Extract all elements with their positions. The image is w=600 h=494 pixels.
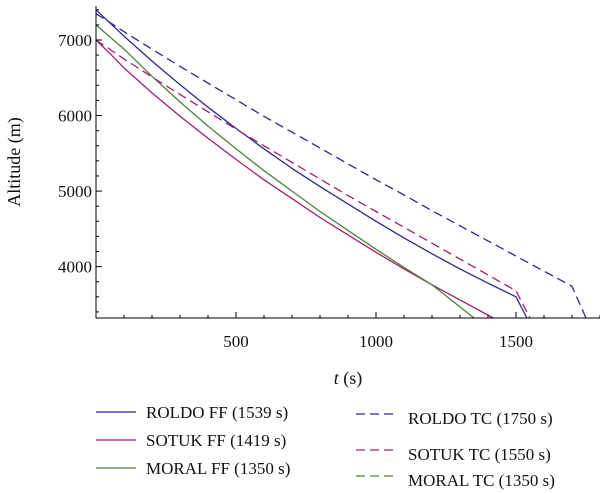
y-axis-label: Altitude (m) bbox=[4, 117, 25, 206]
legend-label: MORAL FF (1350 s) bbox=[146, 459, 290, 478]
y-ticks: 4000 5000 6000 7000 bbox=[58, 9, 102, 313]
series-line-1 bbox=[95, 39, 494, 319]
legend: ROLDO FF (1539 s) SOTUK FF (1419 s) MORAL … bbox=[96, 403, 555, 490]
legend-label: SOTUK TC (1550 s) bbox=[408, 445, 551, 464]
x-ticks: 500 1000 1500 bbox=[123, 312, 600, 351]
series-line-0 bbox=[95, 9, 528, 319]
legend-label: ROLDO FF (1539 s) bbox=[146, 403, 288, 422]
legend-label: SOTUK FF (1419 s) bbox=[146, 431, 286, 450]
x-tick-label: 1000 bbox=[359, 332, 393, 351]
series-line-2 bbox=[95, 24, 475, 319]
legend-label: ROLDO TC (1750 s) bbox=[408, 409, 553, 428]
legend-label: MORAL TC (1350 s) bbox=[408, 471, 555, 490]
y-tick-label: 4000 bbox=[58, 258, 92, 277]
series-line-3 bbox=[95, 13, 587, 319]
y-tick-label: 5000 bbox=[58, 182, 92, 201]
y-tick-label: 7000 bbox=[58, 31, 92, 50]
axes: 4000 5000 6000 7000 500 1000 1500 bbox=[58, 6, 600, 351]
x-tick-label: 1500 bbox=[499, 332, 533, 351]
x-tick-label: 500 bbox=[223, 332, 249, 351]
series-line-4 bbox=[95, 39, 531, 319]
y-tick-label: 6000 bbox=[58, 107, 92, 126]
x-axis-label: t (s) bbox=[334, 368, 363, 389]
plot-lines bbox=[95, 9, 587, 319]
